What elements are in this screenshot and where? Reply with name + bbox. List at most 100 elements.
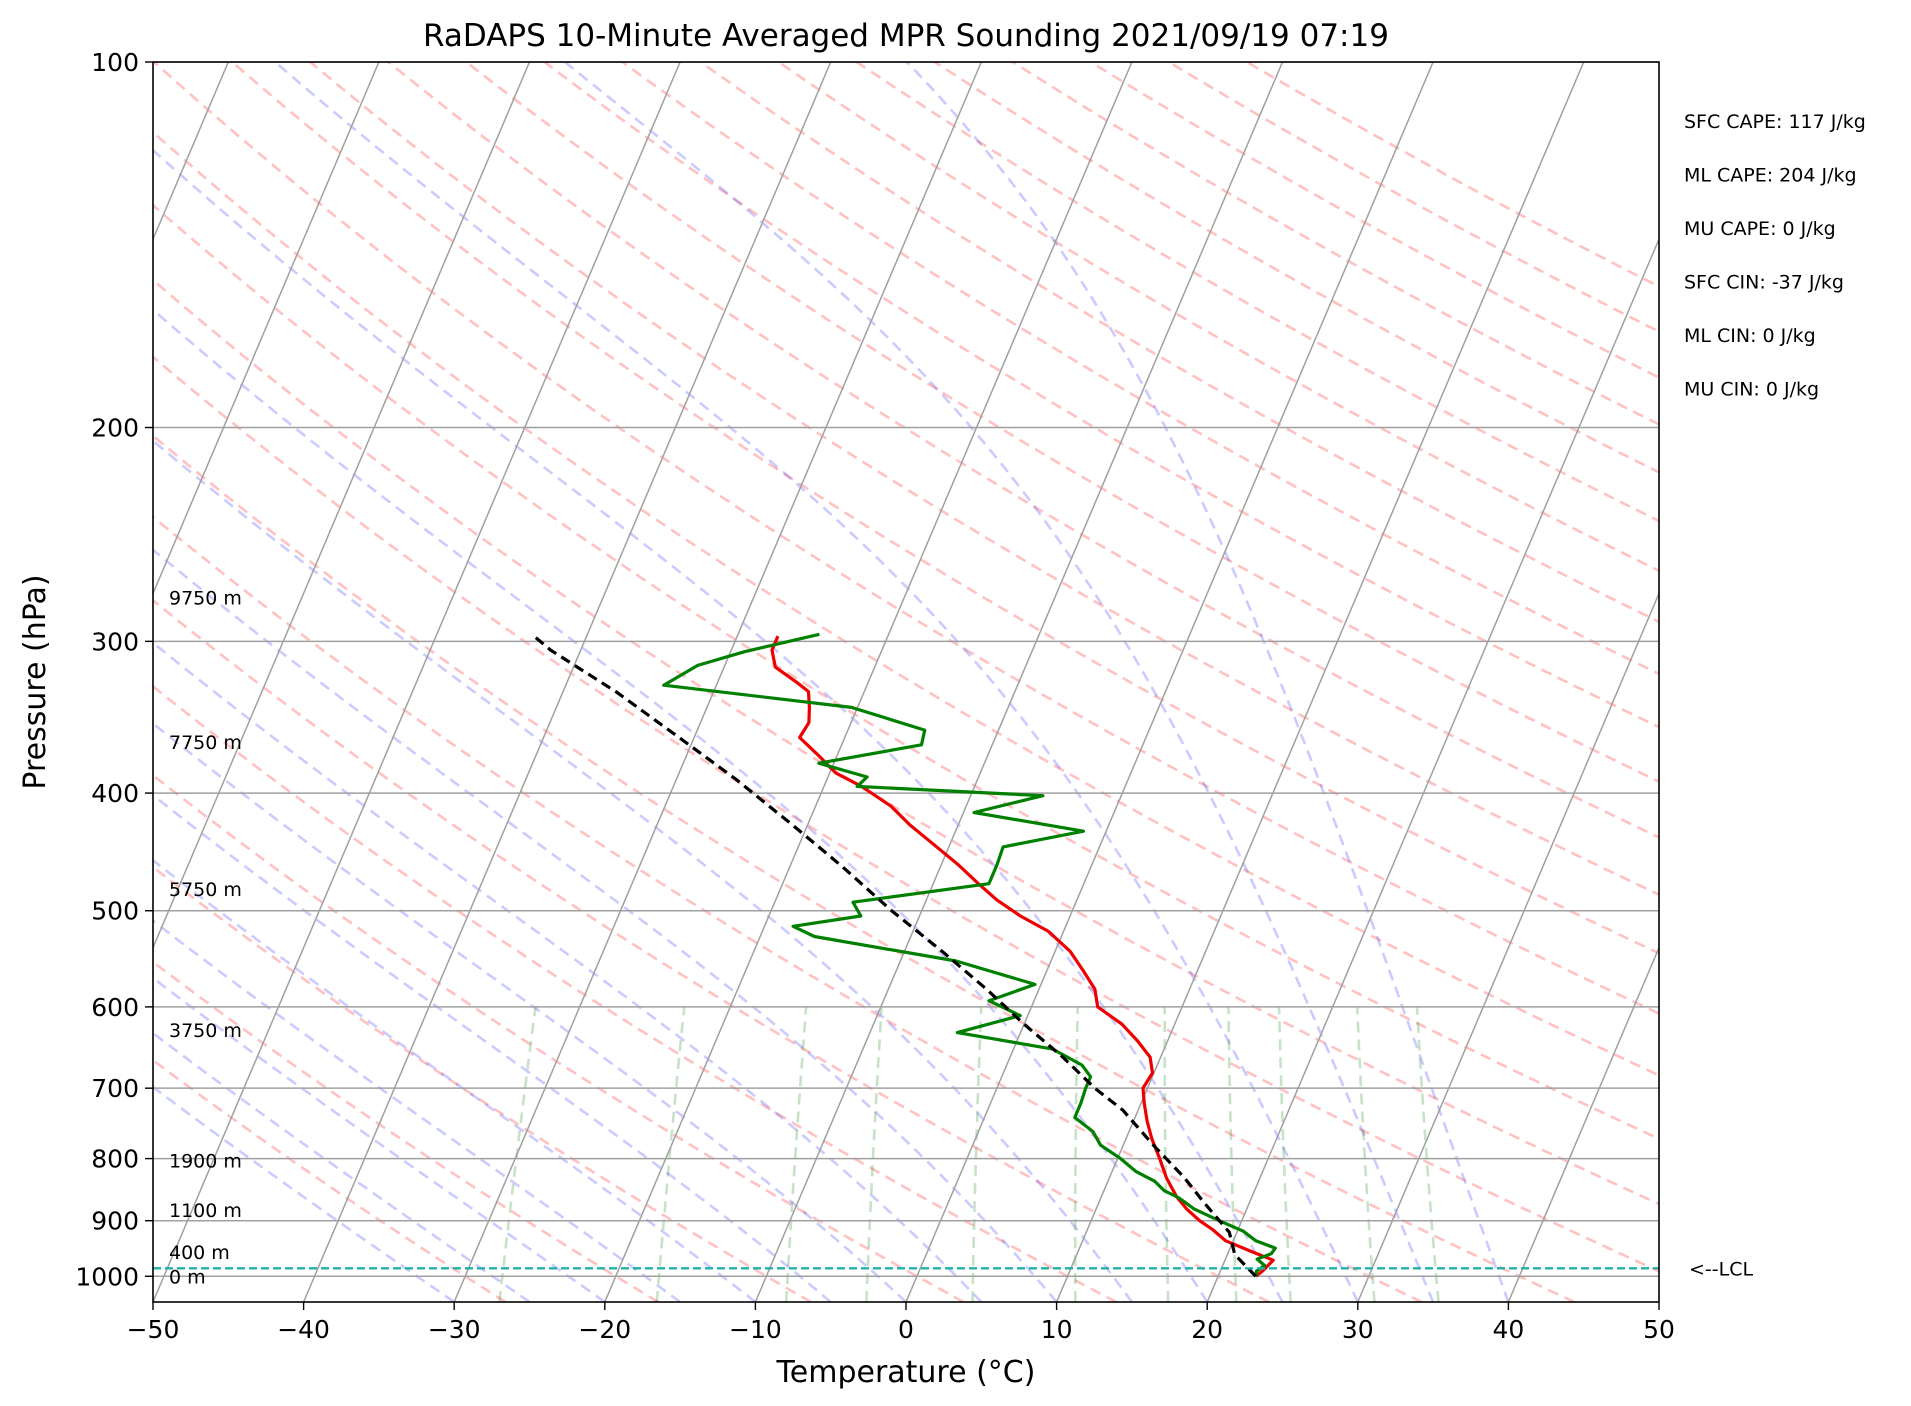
dry-adiabat-line: [153, 434, 1576, 1302]
dry-adiabat-line: [153, 865, 812, 1302]
dry-adiabat-line: [153, 278, 1659, 1206]
dry-adiabat-line: [855, 62, 1659, 523]
isotherm-line: [754, 62, 1284, 1302]
y-tick-label: 100: [91, 48, 139, 77]
isotherm-line: [905, 62, 1434, 1302]
stat-line: SFC CAPE: 117 J/kg: [1684, 111, 1866, 133]
isotherm-line: [604, 62, 1133, 1302]
isotherm-line: [302, 62, 832, 1302]
height-label: 1100 m: [169, 1200, 242, 1222]
stat-line: MU CAPE: 0 J/kg: [1684, 218, 1836, 240]
moist-adiabat-line: [153, 919, 681, 1302]
moist-adiabat-line: [905, 62, 1510, 1302]
x-tick-label: 30: [1342, 1315, 1374, 1344]
dry-adiabat-line: [621, 62, 1659, 676]
moist-adiabat-line: [153, 1085, 455, 1302]
isotherm-line: [1055, 62, 1585, 1302]
dry-adiabat-line: [543, 62, 1659, 729]
height-label: 5750 m: [169, 879, 242, 901]
x-tick-label: 10: [1041, 1315, 1073, 1344]
x-tick-label: 40: [1492, 1315, 1524, 1344]
x-tick-label: 50: [1643, 1315, 1675, 1344]
y-tick-label: 200: [91, 414, 139, 443]
chart-title: RaDAPS 10-Minute Averaged MPR Sounding 2…: [423, 18, 1389, 54]
mixing-ratio-line: [1073, 1006, 1080, 1302]
y-tick-label: 500: [91, 897, 139, 926]
height-label: 400 m: [169, 1242, 230, 1264]
dry-adiabat-line: [153, 684, 1118, 1302]
x-tick-label: −10: [729, 1315, 782, 1344]
stat-line: ML CAPE: 204 J/kg: [1684, 165, 1857, 187]
mixing-ratio-line: [865, 1006, 883, 1302]
dry-adiabat-line: [153, 773, 965, 1302]
moist-adiabat-line: [153, 548, 1058, 1302]
stat-line: MU CIN: 0 J/kg: [1684, 379, 1819, 401]
height-label: 0 m: [169, 1266, 206, 1288]
stat-line: SFC CIN: -37 J/kg: [1684, 272, 1844, 294]
isotherm-line: [153, 62, 681, 1302]
moist-adiabat-line: [153, 976, 606, 1302]
dry-adiabat-line: [153, 62, 1659, 1015]
lcl-marker: <--LCL: [153, 1258, 1753, 1280]
isotherm-line: [1658, 1300, 1659, 1302]
height-label: 3750 m: [169, 1020, 242, 1042]
isotherm-line: [153, 62, 531, 950]
isotherm-line: [453, 62, 982, 1302]
x-tick-label: −30: [428, 1315, 481, 1344]
dry-adiabat-line: [153, 1058, 507, 1302]
mixing-ratio-line: [498, 1006, 537, 1302]
moist-adiabat-line: [153, 793, 832, 1302]
grid-lines: [153, 62, 1659, 1302]
y-tick-label: 600: [91, 993, 139, 1022]
moist-adiabat-line: [153, 1031, 531, 1302]
isotherm-line: [1357, 591, 1659, 1302]
dry-adiabat-line: [1090, 62, 1659, 380]
height-label: 7750 m: [169, 732, 242, 754]
y-tick-label: 300: [91, 627, 139, 656]
moist-adiabat-line: [153, 858, 757, 1302]
background-guide-lines: [153, 62, 1659, 1302]
profile-series: [532, 632, 1277, 1278]
dry-adiabat-line: [153, 130, 1659, 1077]
series-line-2: [662, 632, 1277, 1277]
moist-adiabat-line: [153, 308, 1209, 1302]
x-axis-label: Temperature (°C): [776, 1355, 1036, 1390]
dry-adiabat-line: [699, 62, 1659, 624]
moist-adiabat-line: [153, 148, 1284, 1302]
x-tick-label: −40: [277, 1315, 330, 1344]
mixing-ratio-line: [1277, 1006, 1292, 1302]
dry-adiabat-line: [153, 960, 659, 1302]
mixing-ratio-line: [1356, 1006, 1376, 1302]
mixing-ratio-line: [655, 1006, 686, 1302]
x-tick-label: 20: [1191, 1315, 1223, 1344]
dry-adiabat-line: [777, 62, 1659, 573]
mixing-ratio-line: [1163, 1006, 1170, 1302]
y-axis-label: Pressure (hPa): [18, 574, 53, 789]
isotherm-line: [153, 62, 380, 596]
dry-adiabat-line: [153, 598, 1270, 1302]
moist-adiabat-line: [153, 721, 907, 1302]
moist-adiabat-line: [563, 62, 1435, 1302]
y-axis-ticks: 1000 900 800 700 600 500 400 300 200 100: [75, 48, 153, 1291]
moist-adiabat-line: [274, 62, 1359, 1302]
x-axis-ticks: −50 −40 −30 −20 −10 0 10 20 30 40 50: [127, 1302, 1675, 1344]
y-tick-label: 800: [91, 1145, 139, 1174]
series-line-1: [770, 635, 1275, 1278]
x-tick-label: −50: [127, 1315, 180, 1344]
lcl-label: <--LCL: [1689, 1258, 1753, 1280]
height-label: 1900 m: [169, 1151, 242, 1173]
dry-adiabat-line: [387, 62, 1659, 839]
series-line-3: [532, 634, 1257, 1278]
dry-adiabat-line: [1168, 62, 1659, 334]
y-tick-label: 700: [91, 1074, 139, 1103]
height-label: 9750 m: [169, 587, 242, 609]
x-tick-label: −20: [578, 1315, 631, 1344]
mixing-ratio-line: [971, 1006, 983, 1302]
dry-adiabat-line: [309, 62, 1659, 897]
dry-adiabat-line: [231, 62, 1659, 955]
moist-adiabat-line: [153, 641, 983, 1302]
mixing-ratio-line: [784, 1006, 808, 1302]
isotherm-line: [1507, 945, 1659, 1302]
plot-frame: [152, 61, 1660, 1303]
